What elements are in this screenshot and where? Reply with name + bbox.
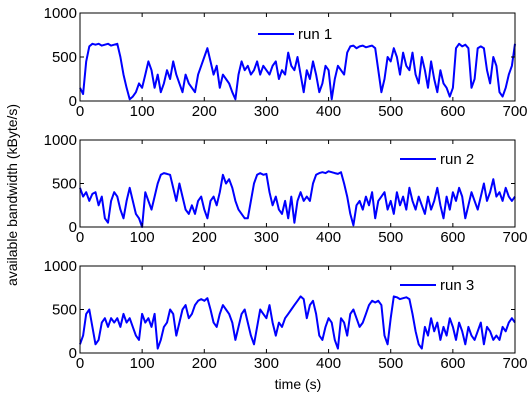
x-tick-label: 200	[192, 229, 217, 246]
x-tick-label: 300	[254, 355, 279, 372]
legend-label: run 1	[298, 26, 332, 43]
x-tick-label: 200	[192, 355, 217, 372]
x-tick-label: 100	[130, 103, 155, 120]
x-axis-label: time (s)	[275, 376, 322, 392]
x-tick-label: 500	[378, 229, 403, 246]
series-line-run-1	[79, 42, 516, 101]
x-tick-label: 600	[440, 355, 465, 372]
x-tick-label: 700	[502, 355, 527, 372]
y-tick-label: 500	[52, 49, 77, 66]
series-line-run-2	[79, 170, 516, 228]
x-tick-label: 500	[378, 355, 403, 372]
legend: run 1	[258, 26, 332, 43]
legend: run 2	[400, 151, 474, 168]
series-line-run-3	[79, 295, 516, 350]
legend: run 3	[400, 277, 474, 294]
legend-label: run 2	[440, 151, 474, 168]
panel-2: 0 100 200 300 400 500 600 700 0 500 1000 run 2	[44, 132, 528, 246]
x-tick-label: 100	[130, 229, 155, 246]
x-tick-label: 700	[502, 103, 527, 120]
x-tick-label: 400	[316, 229, 341, 246]
y-tick-label: 1000	[44, 258, 77, 275]
x-tick-label: 400	[316, 355, 341, 372]
y-tick-label: 1000	[44, 132, 77, 149]
x-tick-label: 0	[76, 229, 84, 246]
x-tick-label: 600	[440, 229, 465, 246]
x-tick-label: 0	[76, 355, 84, 372]
y-tick-label: 0	[69, 93, 77, 110]
x-tick-label: 0	[76, 103, 84, 120]
y-tick-label: 500	[52, 176, 77, 193]
y-tick-label: 1000	[44, 5, 77, 22]
x-tick-label: 100	[130, 355, 155, 372]
x-tick-label: 200	[192, 103, 217, 120]
legend-label: run 3	[440, 277, 474, 294]
x-tick-label: 600	[440, 103, 465, 120]
x-tick-label: 400	[316, 103, 341, 120]
y-tick-label: 500	[52, 302, 77, 319]
y-tick-label: 0	[69, 219, 77, 236]
x-tick-label: 500	[378, 103, 403, 120]
panel-1: 0 100 200 300 400 500 600 700 0 500 1000 run 1	[44, 5, 528, 120]
x-tick-label: 700	[502, 229, 527, 246]
x-tick-label: 300	[254, 103, 279, 120]
panel-3: 0 100 200 300 400 500 600 700 0 500 1000 run 3	[44, 258, 528, 372]
y-axis-label: available bandwidth (kByte/s)	[4, 104, 20, 286]
x-tick-label: 300	[254, 229, 279, 246]
y-tick-label: 0	[69, 345, 77, 362]
